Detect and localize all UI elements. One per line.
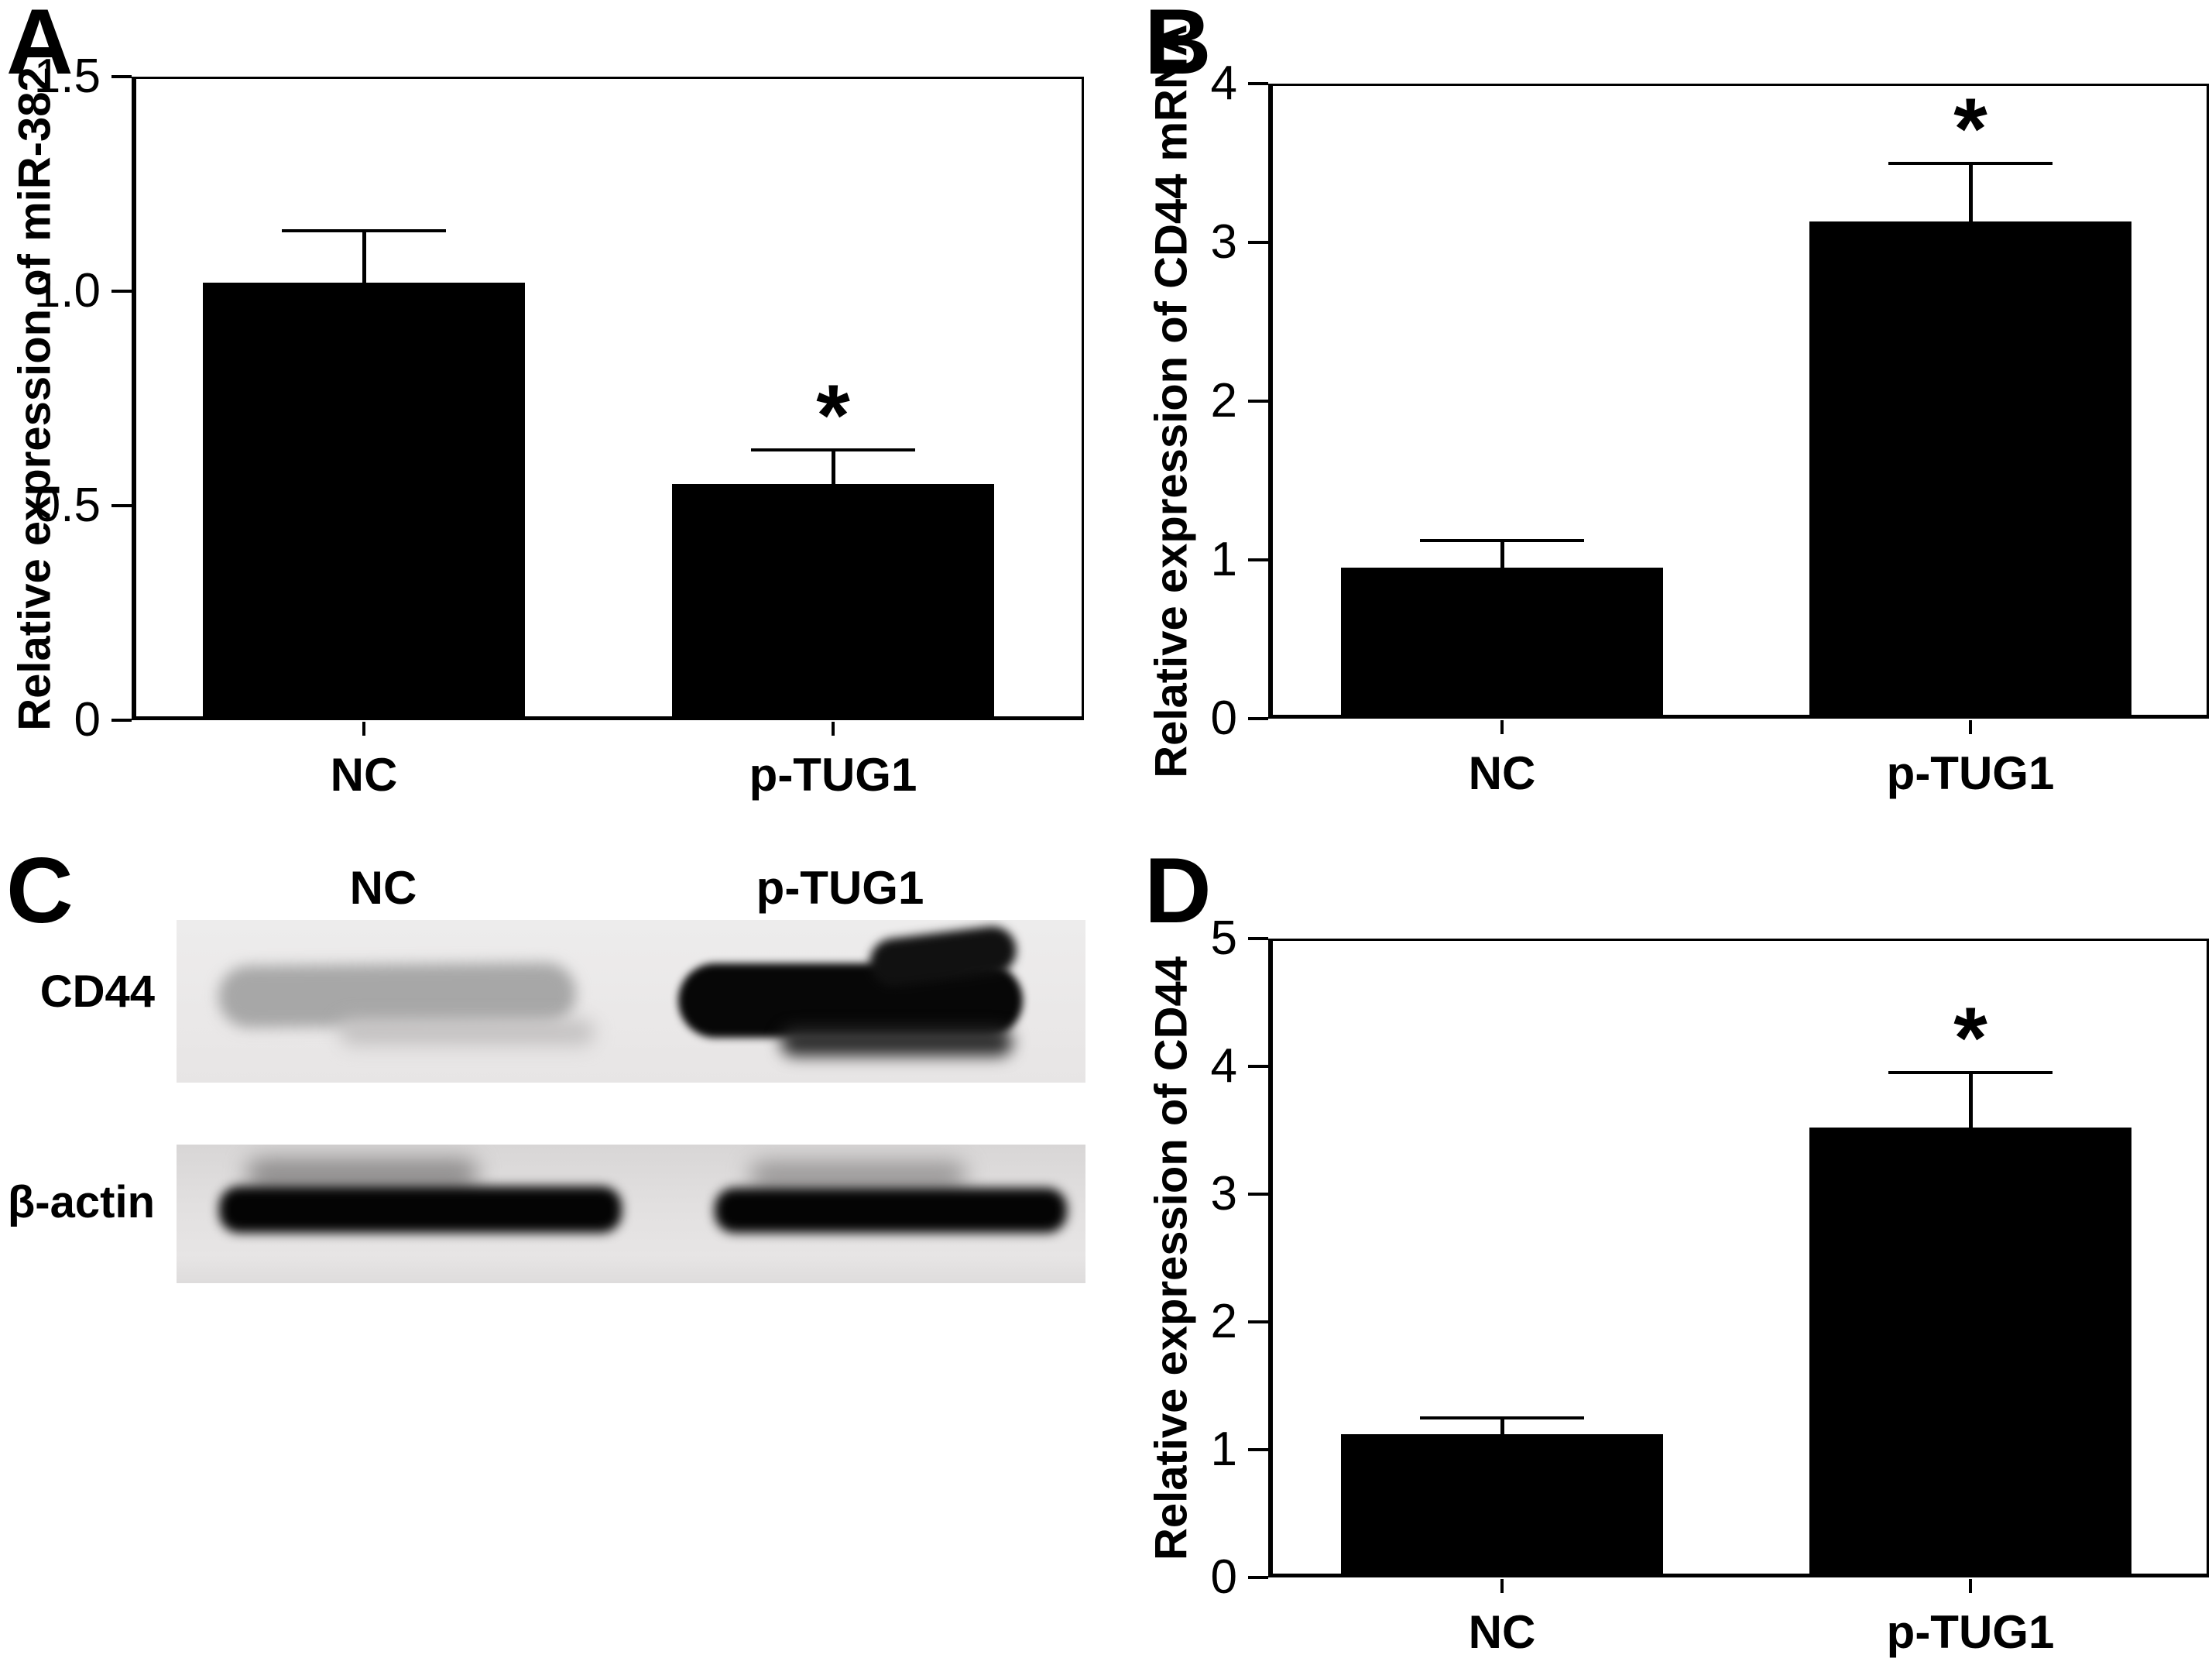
blot-band-beta-actin-p-tug1 [715, 1188, 1067, 1233]
chart-b-xlabel-p-tug1: p-TUG1 [1886, 747, 2055, 799]
chart-b-errorbar-cap-p-tug1 [1888, 161, 2053, 165]
chart-b-xtick-p-tug1 [1969, 720, 1972, 734]
chart-d-xtick-nc [1500, 1579, 1504, 1593]
chart-a-ytick [111, 719, 132, 722]
panel-letter-b: B [1144, 0, 1212, 94]
blot-band-beta-actin-nc [219, 1186, 622, 1233]
blot-band-beta-actin-nc-halo [246, 1159, 478, 1189]
chart-a-errorbar-cap-nc [282, 229, 446, 233]
chart-d-ytick [1248, 1193, 1268, 1196]
chart-a-ytick [111, 504, 132, 507]
chart-a-xtick-nc [362, 722, 365, 736]
chart-d-ytick [1248, 1320, 1268, 1323]
chart-d-ytick-label: 5 [1210, 911, 1237, 965]
chart-b-ytick-label: 4 [1210, 57, 1237, 110]
chart-b-ytick [1248, 400, 1268, 403]
chart-a-ytick [111, 290, 132, 293]
chart-d-bar-p-tug1 [1809, 1128, 2131, 1576]
chart-d-ytick [1248, 1448, 1268, 1451]
chart-b-frame [1268, 84, 2209, 719]
chart-d-significance-p-tug1: * [1953, 990, 1987, 1087]
chart-a-ytick [111, 75, 132, 78]
chart-a-xtick-p-tug1 [832, 722, 835, 736]
blot-strip-beta-actin [177, 1145, 1085, 1283]
chart-d-errorbar-stem-p-tug1 [1969, 1073, 1973, 1128]
chart-d-bar-nc [1341, 1434, 1663, 1576]
blot-lane-label-nc: NC [349, 862, 417, 914]
blot-band-cd44-nc [218, 962, 577, 1028]
blot-lane-label-p-tug1: p-TUG1 [756, 862, 924, 914]
blot-band-cd44-p-tug1-smear [780, 1028, 1013, 1056]
chart-a-ytick-label: 0 [74, 693, 101, 747]
chart-a-significance-p-tug1: * [816, 366, 850, 464]
chart-d-ytick-label: 3 [1210, 1167, 1237, 1220]
chart-b-ytick [1248, 241, 1268, 244]
chart-b-bar-nc [1341, 568, 1663, 717]
chart-b-ytick-label: 1 [1210, 533, 1237, 586]
chart-a-errorbar-cap-p-tug1 [751, 448, 915, 451]
chart-b-errorbar-cap-nc [1420, 539, 1584, 543]
chart-b-ytick [1248, 558, 1268, 561]
chart-a-xlabel-p-tug1: p-TUG1 [749, 749, 917, 801]
chart-a-errorbar-stem-nc [362, 231, 366, 283]
chart-a-xlabel-nc: NC [330, 749, 398, 801]
chart-a-frame [132, 77, 1084, 720]
chart-d-ytick [1248, 1576, 1268, 1579]
chart-d-errorbar-cap-p-tug1 [1888, 1071, 2053, 1075]
chart-b-ytick-label: 2 [1210, 374, 1237, 427]
chart-b-ytick-label: 0 [1210, 692, 1237, 745]
chart-d-ytick-label: 1 [1210, 1423, 1237, 1476]
chart-b-significance-p-tug1: * [1953, 80, 1987, 177]
panel-letter-d: D [1144, 839, 1212, 942]
chart-a-bar-nc [203, 282, 525, 719]
chart-b-xtick-nc [1500, 720, 1504, 734]
chart-a-errorbar-stem-p-tug1 [832, 449, 835, 485]
chart-b-xlabel-nc: NC [1468, 747, 1536, 799]
chart-b-bar-p-tug1 [1809, 221, 2131, 717]
chart-d-errorbar-cap-nc [1420, 1416, 1584, 1419]
blot-row-label-beta-actin: β-actin [7, 1177, 155, 1227]
blot-band-cd44-nc-smear [339, 1019, 595, 1045]
chart-a-bar-p-tug1 [672, 484, 994, 719]
chart-b-ytick-label: 3 [1210, 215, 1237, 269]
chart-b-ytick [1248, 82, 1268, 85]
chart-d-ytick-label: 0 [1210, 1550, 1237, 1604]
chart-b-ytick [1248, 717, 1268, 720]
chart-d-xlabel-nc: NC [1468, 1606, 1536, 1658]
blot-band-beta-actin-p-tug1-halo [749, 1162, 966, 1189]
chart-d-errorbar-stem-nc [1500, 1417, 1504, 1435]
chart-b-errorbar-stem-p-tug1 [1969, 163, 1973, 222]
panel-letter-c: C [6, 839, 74, 942]
chart-a-ytick-label: 1.5 [33, 50, 101, 103]
chart-b-errorbar-stem-nc [1500, 541, 1504, 568]
chart-a-ytick-label: 1.0 [33, 264, 101, 318]
chart-d-ylabel: Relative expression of CD44 [1146, 956, 1197, 1560]
blot-row-label-cd44: CD44 [39, 966, 155, 1017]
chart-d-ytick-label: 4 [1210, 1039, 1237, 1093]
chart-d-frame [1268, 939, 2209, 1577]
chart-d-xtick-p-tug1 [1969, 1579, 1972, 1593]
chart-d-xlabel-p-tug1: p-TUG1 [1886, 1606, 2055, 1658]
chart-d-ytick-label: 2 [1210, 1295, 1237, 1348]
chart-a-ytick-label: 0.5 [33, 479, 101, 532]
panel-letter-a: A [6, 0, 74, 94]
chart-d-ytick [1248, 937, 1268, 940]
chart-d-ytick [1248, 1065, 1268, 1068]
blot-strip-cd44 [177, 920, 1085, 1083]
